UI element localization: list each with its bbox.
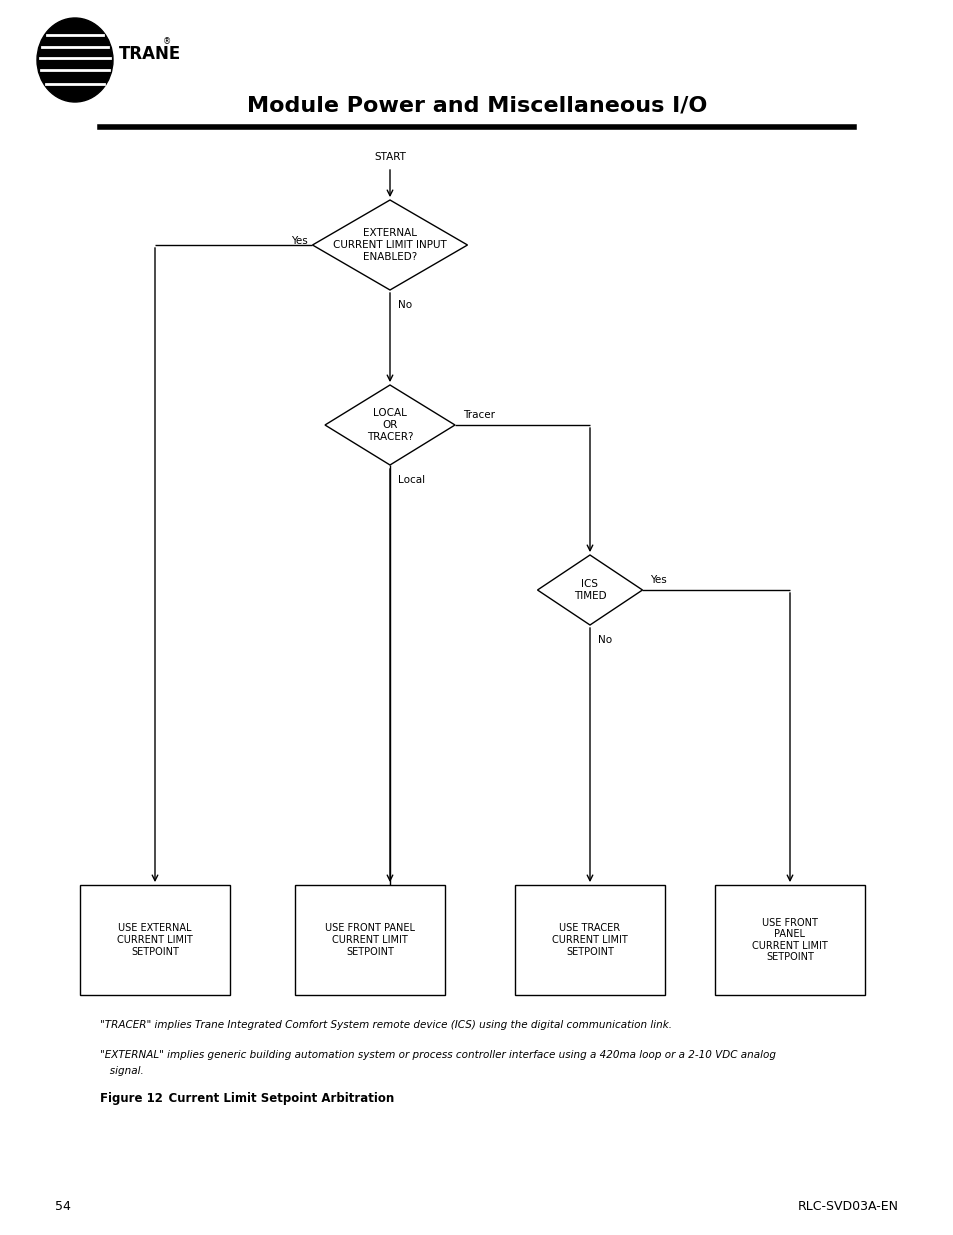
Text: USE FRONT PANEL
CURRENT LIMIT
SETPOINT: USE FRONT PANEL CURRENT LIMIT SETPOINT [325,924,415,957]
Text: Yes: Yes [650,576,666,585]
Text: RLC-SVD03A-EN: RLC-SVD03A-EN [797,1200,898,1214]
Text: EXTERNAL
CURRENT LIMIT INPUT
ENABLED?: EXTERNAL CURRENT LIMIT INPUT ENABLED? [333,228,446,262]
Text: TRANE: TRANE [119,44,181,63]
Text: Yes: Yes [291,236,307,246]
Bar [515,885,664,995]
Bar [80,885,230,995]
Text: USE TRACER
CURRENT LIMIT
SETPOINT: USE TRACER CURRENT LIMIT SETPOINT [552,924,627,957]
Text: Tracer: Tracer [462,410,495,420]
Ellipse shape [37,19,112,103]
Text: USE FRONT
PANEL
CURRENT LIMIT
SETPOINT: USE FRONT PANEL CURRENT LIMIT SETPOINT [751,918,827,962]
Text: No: No [598,635,612,645]
Bar [294,885,444,995]
Bar [714,885,864,995]
Text: ®: ® [163,37,172,47]
Text: LOCAL
OR
TRACER?: LOCAL OR TRACER? [366,409,413,442]
Text: "EXTERNAL" implies generic building automation system or process controller inte: "EXTERNAL" implies generic building auto… [100,1050,775,1060]
Text: "TRACER" implies Trane Integrated Comfort System remote device (ICS) using the d: "TRACER" implies Trane Integrated Comfor… [100,1020,671,1030]
Text: Figure 12: Figure 12 [100,1092,163,1105]
Text: Local: Local [397,475,425,485]
Text: No: No [397,300,412,310]
Text: Module Power and Miscellaneous I/O: Module Power and Miscellaneous I/O [247,95,706,115]
Text: USE EXTERNAL
CURRENT LIMIT
SETPOINT: USE EXTERNAL CURRENT LIMIT SETPOINT [117,924,193,957]
Text: signal.: signal. [100,1066,144,1076]
Text: 54: 54 [55,1200,71,1214]
Text: Current Limit Setpoint Arbitration: Current Limit Setpoint Arbitration [152,1092,394,1105]
Text: START: START [374,152,406,162]
Text: ICS
TIMED: ICS TIMED [573,579,606,600]
